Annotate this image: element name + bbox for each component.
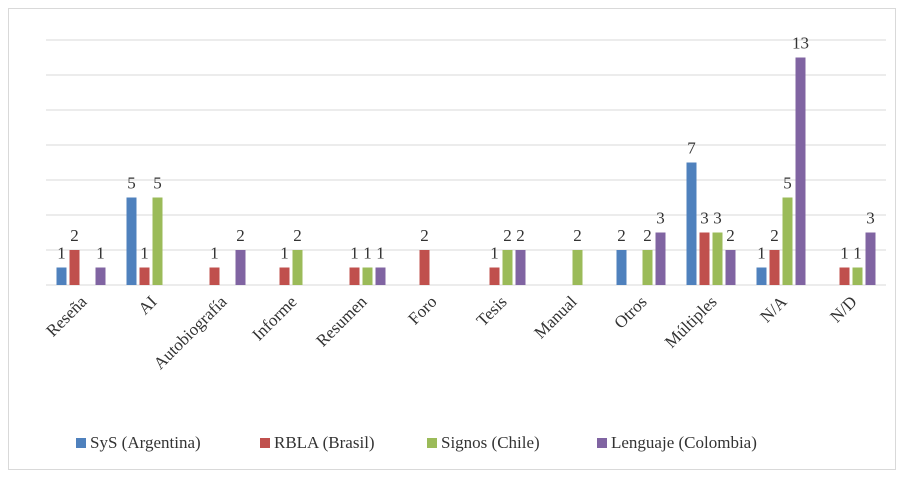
bar [375,267,386,285]
data-label: 1 [853,243,862,262]
data-label: 1 [96,243,105,262]
bar [279,267,290,285]
bar [712,232,723,285]
data-label: 3 [700,208,709,227]
data-label: 3 [713,208,722,227]
data-label: 2 [420,226,429,245]
bar [642,250,653,285]
data-label: 1 [350,243,359,262]
data-label: 1 [840,243,849,262]
bar [769,250,780,285]
data-label: 2 [770,226,779,245]
bar [489,267,500,285]
bar [349,267,360,285]
bar [839,267,850,285]
bar [572,250,583,285]
bar [782,197,793,285]
data-label: 2 [293,226,302,245]
bar [69,250,80,285]
bar [292,250,303,285]
data-label: 2 [617,226,626,245]
data-label: 2 [573,226,582,245]
data-label: 2 [236,226,245,245]
data-label: 1 [376,243,385,262]
bar [795,57,806,285]
bar [686,162,697,285]
bar [419,250,430,285]
data-label: 7 [687,138,696,157]
data-label: 13 [792,33,809,52]
bar [725,250,736,285]
data-label: 5 [153,173,162,192]
bar [616,250,627,285]
bar [95,267,106,285]
bar [502,250,513,285]
legend-label: RBLA (Brasil) [274,433,375,452]
data-label: 1 [363,243,372,262]
data-label: 1 [757,243,766,262]
chart-frame [8,8,896,470]
data-label: 1 [57,243,66,262]
bar [852,267,863,285]
data-label: 3 [866,208,875,227]
data-label: 1 [140,243,149,262]
legend-swatch [260,438,270,448]
bar [235,250,246,285]
bar [515,250,526,285]
bar [699,232,710,285]
legend-swatch [597,438,607,448]
bar [56,267,67,285]
legend-label: Signos (Chile) [441,433,540,452]
data-label: 3 [656,208,665,227]
legend-swatch [76,438,86,448]
bar [756,267,767,285]
data-label: 2 [503,226,512,245]
bar [126,197,137,285]
bar [655,232,666,285]
legend-swatch [427,438,437,448]
bar [362,267,373,285]
data-label: 2 [70,226,79,245]
data-label: 5 [127,173,136,192]
data-label: 1 [280,243,289,262]
bar [865,232,876,285]
bar [209,267,220,285]
data-label: 2 [726,226,735,245]
bar [152,197,163,285]
data-label: 2 [643,226,652,245]
legend-label: SyS (Argentina) [90,433,201,452]
data-label: 1 [490,243,499,262]
data-label: 2 [516,226,525,245]
bar [139,267,150,285]
data-label: 1 [210,243,219,262]
legend-label: Lenguaje (Colombia) [611,433,757,452]
data-label: 5 [783,173,792,192]
